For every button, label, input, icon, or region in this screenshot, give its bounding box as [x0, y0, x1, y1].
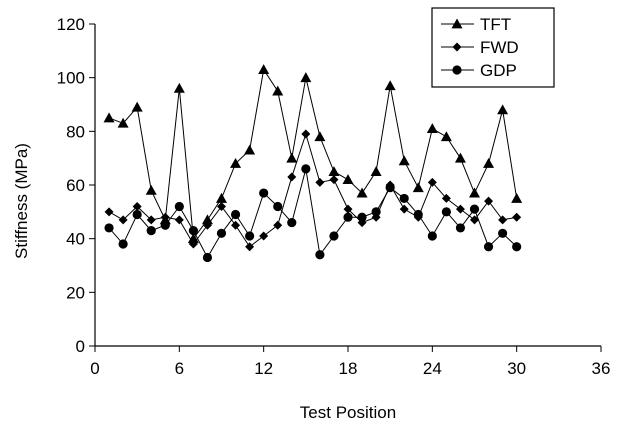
data-point [315, 178, 324, 187]
data-point [441, 131, 452, 141]
data-point [455, 153, 466, 163]
x-axis-label: Test Position [300, 403, 396, 422]
data-point [400, 205, 409, 214]
y-tick-label: 40 [66, 230, 85, 249]
data-point [456, 223, 465, 232]
data-point [399, 155, 410, 165]
data-point [146, 185, 157, 195]
legend: TFT FWD GDP [432, 8, 554, 87]
legend-label: FWD [480, 38, 519, 57]
data-point [371, 166, 382, 176]
data-point [175, 215, 184, 224]
x-tick-label: 6 [175, 359, 184, 378]
data-point [469, 188, 480, 198]
y-tick-label: 60 [66, 176, 85, 195]
x-tick-label: 0 [90, 359, 99, 378]
data-point [245, 242, 254, 251]
series-fwd [105, 130, 522, 252]
data-point [203, 253, 212, 262]
data-point [442, 207, 451, 216]
y-tick-label: 20 [66, 283, 85, 302]
legend-marker [452, 65, 461, 74]
data-point [300, 72, 311, 82]
data-point [343, 213, 352, 222]
data-point [104, 223, 113, 232]
y-tick-label: 120 [57, 15, 85, 34]
data-point [133, 210, 142, 219]
y-axis-label: Stiffness (MPa) [12, 143, 31, 259]
data-point [512, 242, 521, 251]
data-point [259, 188, 268, 197]
legend-label: TFT [480, 15, 511, 34]
data-point [498, 229, 507, 238]
data-point [105, 207, 114, 216]
data-point [132, 102, 143, 112]
series-line [109, 169, 517, 258]
x-tick-label: 12 [254, 359, 273, 378]
data-point [189, 226, 198, 235]
series-gdp [104, 164, 521, 262]
data-point [428, 231, 437, 240]
data-point [174, 83, 185, 93]
data-point [245, 231, 254, 240]
legend-label: GDP [480, 61, 517, 80]
data-point [175, 202, 184, 211]
data-point [273, 202, 282, 211]
data-point [328, 166, 339, 176]
data-point [483, 158, 494, 168]
data-point [385, 80, 396, 90]
data-point [287, 172, 296, 181]
data-point [258, 64, 269, 74]
data-point [372, 207, 381, 216]
data-point [497, 104, 508, 114]
data-point [301, 164, 310, 173]
data-point [244, 145, 255, 155]
series-layer [104, 64, 523, 262]
data-point [272, 86, 283, 96]
data-point [315, 250, 324, 259]
data-point [414, 210, 423, 219]
data-point [470, 205, 479, 214]
x-tick-label: 36 [592, 359, 611, 378]
data-point [512, 213, 521, 222]
data-point [329, 231, 338, 240]
y-tick-label: 100 [57, 69, 85, 88]
data-point [511, 193, 522, 203]
data-point [314, 131, 325, 141]
data-point [287, 218, 296, 227]
data-point [104, 112, 115, 122]
x-tick-label: 24 [423, 359, 442, 378]
x-tick-label: 18 [339, 359, 358, 378]
data-point [357, 213, 366, 222]
data-point [259, 231, 268, 240]
data-point [456, 205, 465, 214]
data-point [427, 123, 438, 133]
y-tick-label: 80 [66, 122, 85, 141]
data-point [484, 197, 493, 206]
data-point [484, 242, 493, 251]
data-point [301, 130, 310, 139]
data-point [147, 226, 156, 235]
data-point [498, 215, 507, 224]
data-point [216, 193, 227, 203]
data-point [400, 194, 409, 203]
data-point [231, 210, 240, 219]
data-point [343, 174, 354, 184]
x-tick-label: 30 [507, 359, 526, 378]
data-point [217, 229, 226, 238]
data-point [286, 153, 297, 163]
data-point [273, 221, 282, 230]
data-point [386, 183, 395, 192]
data-point [231, 221, 240, 230]
data-point [329, 175, 338, 184]
data-point [119, 239, 128, 248]
data-point [161, 221, 170, 230]
data-point [413, 182, 424, 192]
y-tick-label: 0 [76, 337, 85, 356]
